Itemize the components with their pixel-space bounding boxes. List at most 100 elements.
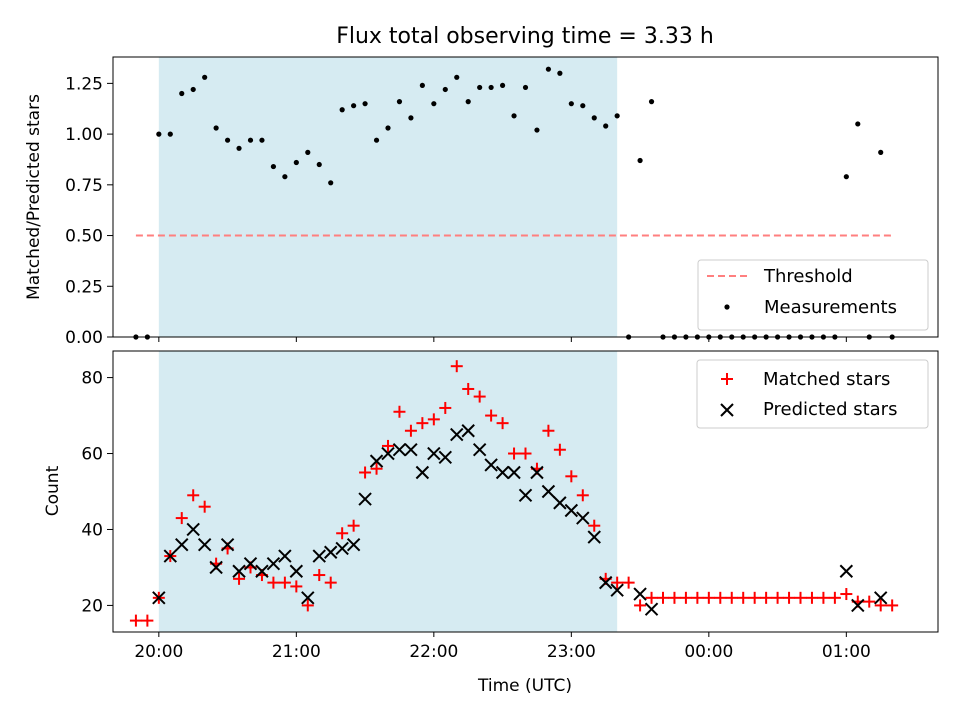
y-tick-label: 40 (81, 520, 103, 540)
predicted-star-point (163, 549, 177, 563)
matched-star-point (634, 599, 647, 612)
matched-star-point (679, 591, 692, 604)
matched-star-point (553, 443, 566, 456)
measurement-point (843, 174, 849, 180)
matched-star-point (691, 591, 704, 604)
predicted-star-point (346, 537, 361, 552)
predicted-star-point (220, 537, 235, 552)
measurement-point (213, 125, 219, 131)
top-shaded-region (158, 57, 618, 337)
matched-star-point (359, 466, 372, 479)
matched-star-point (187, 489, 200, 502)
top-y-axis-label: Matched/Predicted stars (24, 94, 44, 300)
matched-star-point (233, 572, 246, 585)
matched-star-point (462, 382, 475, 395)
measurement-point (224, 137, 231, 143)
matched-star-point (393, 405, 406, 418)
x-tick-label: 00:00 (684, 642, 733, 662)
predicted-stars-points (152, 424, 888, 616)
matched-star-point (336, 527, 349, 540)
matched-star-point (370, 462, 383, 475)
measurement-point (534, 127, 540, 133)
matched-star-point (267, 576, 280, 589)
predicted-star-point (599, 575, 613, 590)
matched-star-point (828, 591, 841, 604)
measurement-point (614, 113, 620, 119)
measurement-point (878, 149, 884, 155)
predicted-star-point (232, 564, 246, 578)
measurement-point (488, 84, 494, 91)
matched-star-point (714, 591, 727, 604)
predicted-star-point (633, 587, 647, 601)
measurement-point (431, 101, 437, 107)
predicted-star-point (209, 560, 223, 575)
measurement-point (557, 70, 563, 76)
measurement-point (247, 137, 254, 143)
top-chart-title: Flux total observing time = 3.33 h (336, 24, 714, 49)
predicted-star-point (404, 443, 418, 457)
measurement-point (855, 121, 861, 127)
measurement-point (454, 74, 460, 80)
matched-star-point (519, 447, 532, 460)
y-tick-label: 0.75 (65, 176, 103, 196)
legend-predicted-swatch (720, 403, 734, 417)
matched-star-point (622, 576, 635, 589)
top-panel: 0.00 0.25 0.50 0.75 1.00 1.25 Flux total obse… (24, 24, 939, 348)
predicted-star-point (495, 465, 510, 480)
matched-star-point (473, 390, 486, 403)
bottom-legend: Matched stars Predicted stars (696, 359, 929, 429)
predicted-star-point (610, 583, 624, 597)
measurement-point (408, 115, 414, 121)
measurement-point (648, 99, 655, 105)
matched-star-point (278, 576, 291, 589)
measurement-point (522, 84, 529, 91)
x-tick-label: 20:00 (134, 642, 183, 662)
y-tick-label: 80 (81, 369, 103, 389)
measurement-point (396, 99, 403, 105)
matched-star-point (863, 595, 876, 608)
predicted-star-point (369, 454, 384, 468)
top-y-ticks: 0.00 0.25 0.50 0.75 1.00 1.25 (65, 74, 113, 348)
predicted-star-point (587, 530, 601, 544)
bottom-x-axis-label: Time (UTC) (477, 676, 572, 696)
x-tick-label: 22:00 (409, 642, 458, 662)
measurement-point (362, 101, 368, 107)
predicted-star-point (530, 465, 544, 480)
measurement-point (580, 103, 586, 109)
measurement-point (568, 101, 574, 107)
predicted-star-point (152, 591, 166, 605)
legend-measurements-label: Measurements (764, 297, 897, 318)
measurement-point (477, 84, 483, 91)
predicted-star-point (484, 458, 498, 472)
matched-star-point (886, 599, 899, 612)
bottom-y-ticks: 20 40 60 80 (81, 369, 113, 616)
predicted-star-point (312, 549, 326, 563)
measurement-point (591, 115, 597, 121)
predicted-star-point (553, 496, 567, 510)
predicted-star-point (450, 427, 464, 442)
predicted-star-point (507, 465, 521, 480)
predicted-star-point (175, 537, 189, 552)
matched-star-point (129, 614, 142, 627)
top-axes-frame (112, 56, 939, 338)
measurement-point (259, 137, 265, 143)
predicted-star-point (541, 484, 556, 499)
matched-star-point (313, 569, 326, 582)
measurement-point (603, 123, 609, 129)
matched-star-point (840, 588, 853, 601)
measurement-point (545, 66, 552, 72)
predicted-star-point (289, 564, 304, 578)
matched-star-point (347, 519, 360, 532)
y-tick-label: 0.00 (65, 328, 103, 348)
measurement-point (328, 180, 334, 186)
predicted-star-point (518, 488, 533, 503)
matched-star-point (416, 417, 429, 430)
matched-star-point (427, 413, 440, 426)
matched-star-point (565, 470, 578, 483)
matched-star-point (645, 591, 658, 604)
x-tick-label: 01:00 (822, 642, 871, 662)
predicted-star-point (564, 503, 579, 518)
matched-star-point (737, 591, 750, 604)
bottom-legend-box (696, 359, 929, 429)
